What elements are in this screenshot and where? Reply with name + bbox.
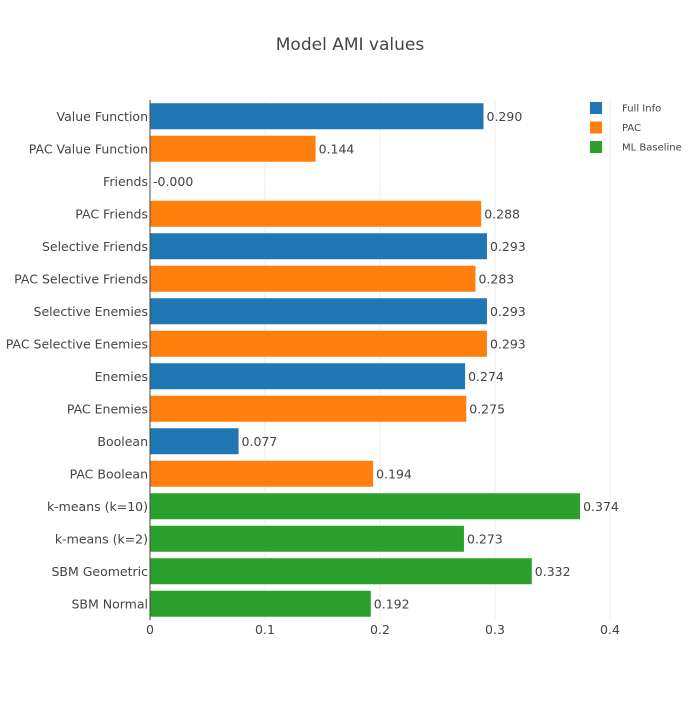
bar-13[interactable] [150,525,464,552]
value-label-5: 0.283 [478,271,514,286]
category-label-1: PAC Value Function [29,141,148,156]
bar-1[interactable] [150,135,316,162]
category-label-4: Selective Friends [42,239,148,254]
category-label-10: Boolean [97,434,148,449]
value-label-12: 0.374 [583,499,619,514]
x-tick-label-1: 0.1 [255,622,275,637]
axes: 0 0.1 0.2 0.3 0.4 [146,100,620,637]
value-label-11: 0.194 [376,466,412,481]
bar-10[interactable] [150,428,239,455]
value-label-6: 0.293 [490,304,526,319]
category-label-0: Value Function [57,109,148,124]
legend-swatch-1[interactable] [590,121,602,134]
value-label-14: 0.332 [535,564,571,579]
value-label-13: 0.273 [467,531,503,546]
legend-label-0[interactable]: Full Info [622,104,661,115]
chart-title: Model AMI values [276,35,425,55]
category-label-15: SBM Normal [72,596,149,611]
bar-6[interactable] [150,298,487,325]
category-label-2: Friends [103,174,148,189]
category-label-3: PAC Friends [75,206,148,221]
value-label-2: -0.000 [153,174,193,189]
bar-0[interactable] [150,103,484,130]
bar-15[interactable] [150,590,371,617]
value-label-3: 0.288 [484,206,520,221]
legend-swatch-2[interactable] [590,141,602,153]
bars: Value Function 0.290 PAC Value Function 0.1… [6,103,619,617]
category-label-11: PAC Boolean [70,466,148,481]
category-label-9: PAC Enemies [67,401,148,416]
category-label-8: Enemies [95,369,148,384]
value-label-10: 0.077 [242,434,278,449]
bar-8[interactable] [150,363,466,390]
x-tick-label-0: 0 [146,622,154,637]
bar-5[interactable] [150,265,476,292]
bar-9[interactable] [150,395,467,422]
value-label-15: 0.192 [374,596,410,611]
legend-swatch-0[interactable] [590,102,602,114]
category-label-12: k-means (k=10) [47,499,148,514]
bar-14[interactable] [150,558,532,585]
legend-label-1[interactable]: PAC [622,123,641,134]
category-label-13: k-means (k=2) [55,531,148,546]
bar-11[interactable] [150,460,374,487]
value-label-4: 0.293 [490,239,526,254]
bar-4[interactable] [150,233,487,260]
value-label-0: 0.290 [487,109,523,124]
category-label-5: PAC Selective Friends [14,271,148,286]
bar-12[interactable] [150,493,581,520]
bar-7[interactable] [150,330,487,357]
value-label-8: 0.274 [468,369,504,384]
x-tick-label-3: 0.3 [485,622,505,637]
x-tick-label-4: 0.4 [600,622,620,637]
category-label-6: Selective Enemies [34,304,148,319]
value-label-9: 0.275 [469,401,505,416]
value-label-7: 0.293 [490,336,526,351]
value-label-1: 0.144 [319,141,355,156]
bar-3[interactable] [150,200,482,227]
x-tick-label-2: 0.2 [370,622,390,637]
category-label-7: PAC Selective Enemies [6,336,148,351]
legend-label-2[interactable]: ML Baseline [622,143,682,154]
legend[interactable]: Full Info PAC ML Baseline [590,102,682,154]
category-label-14: SBM Geometric [51,564,148,579]
